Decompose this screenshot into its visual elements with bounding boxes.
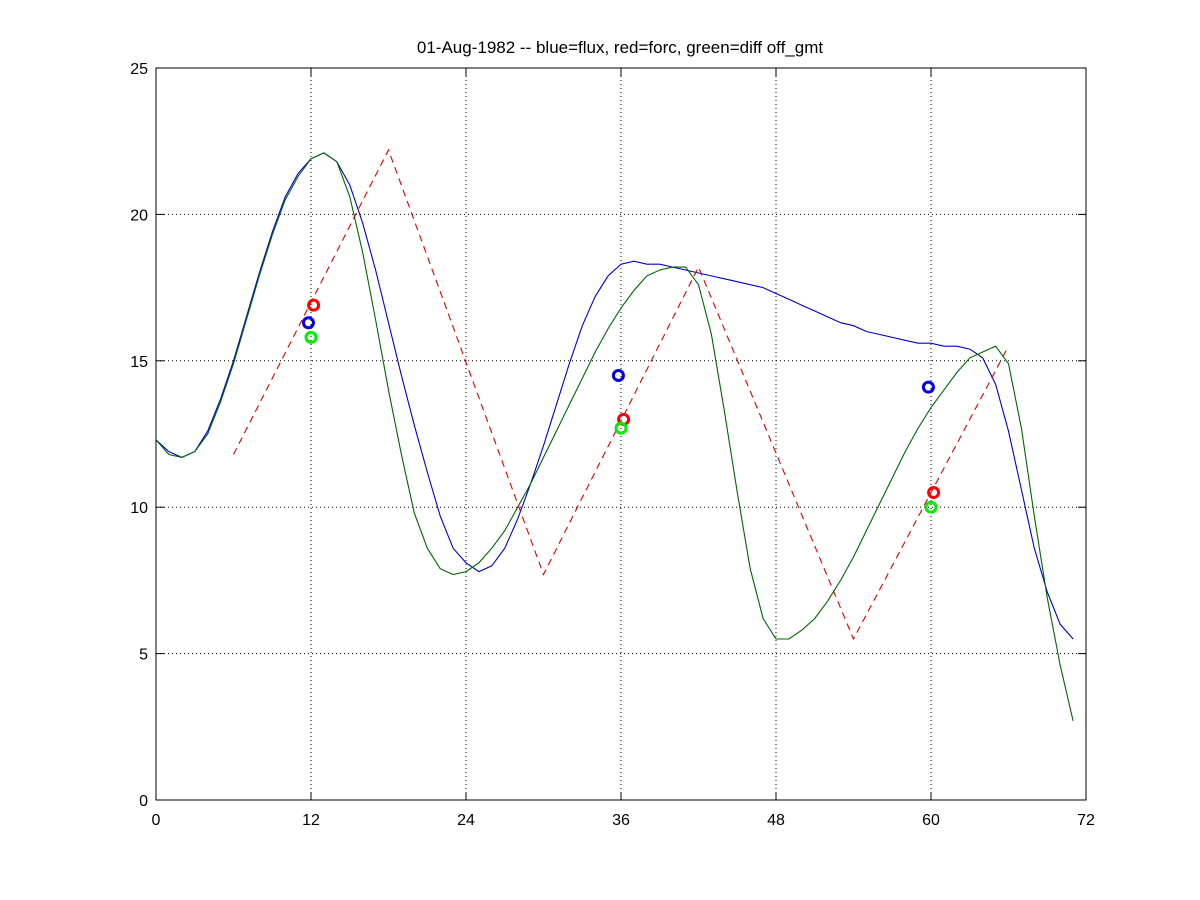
y-tick-label: 20: [130, 207, 148, 224]
chart-title: 01-Aug-1982 -- blue=flux, red=forc, gree…: [417, 38, 823, 57]
circle-markers: [301, 298, 941, 514]
y-tick-label: 25: [130, 61, 148, 78]
circle-marker-1: [307, 298, 321, 312]
y-tick-label: 5: [139, 647, 148, 664]
series-line-2: [233, 148, 1009, 641]
x-tick-label: 48: [767, 812, 785, 829]
x-tick-label: 24: [457, 812, 475, 829]
y-tick-label: 0: [139, 793, 148, 810]
circle-marker-5: [614, 421, 628, 435]
circle-marker-8: [924, 500, 938, 514]
circle-marker-0: [301, 316, 315, 330]
axis-ticks: 0 12 24 36 48 60 72 0 5 10 15 20 25: [130, 61, 1095, 829]
y-tick-label: 15: [130, 354, 148, 371]
x-tick-label: 12: [302, 812, 320, 829]
grid-lines: [156, 68, 1086, 800]
x-tick-label: 60: [922, 812, 940, 829]
x-tick-label: 36: [612, 812, 630, 829]
y-tick-label: 10: [130, 500, 148, 517]
x-tick-label: 0: [152, 812, 161, 829]
plot-frame: [155, 67, 1087, 801]
circle-marker-3: [611, 368, 625, 382]
circle-marker-7: [927, 486, 941, 500]
x-tick-label: 72: [1077, 812, 1095, 829]
circle-marker-6: [921, 380, 935, 394]
circle-marker-2: [304, 330, 318, 344]
series-lines: [155, 148, 1074, 722]
series-line-1: [155, 152, 1074, 722]
